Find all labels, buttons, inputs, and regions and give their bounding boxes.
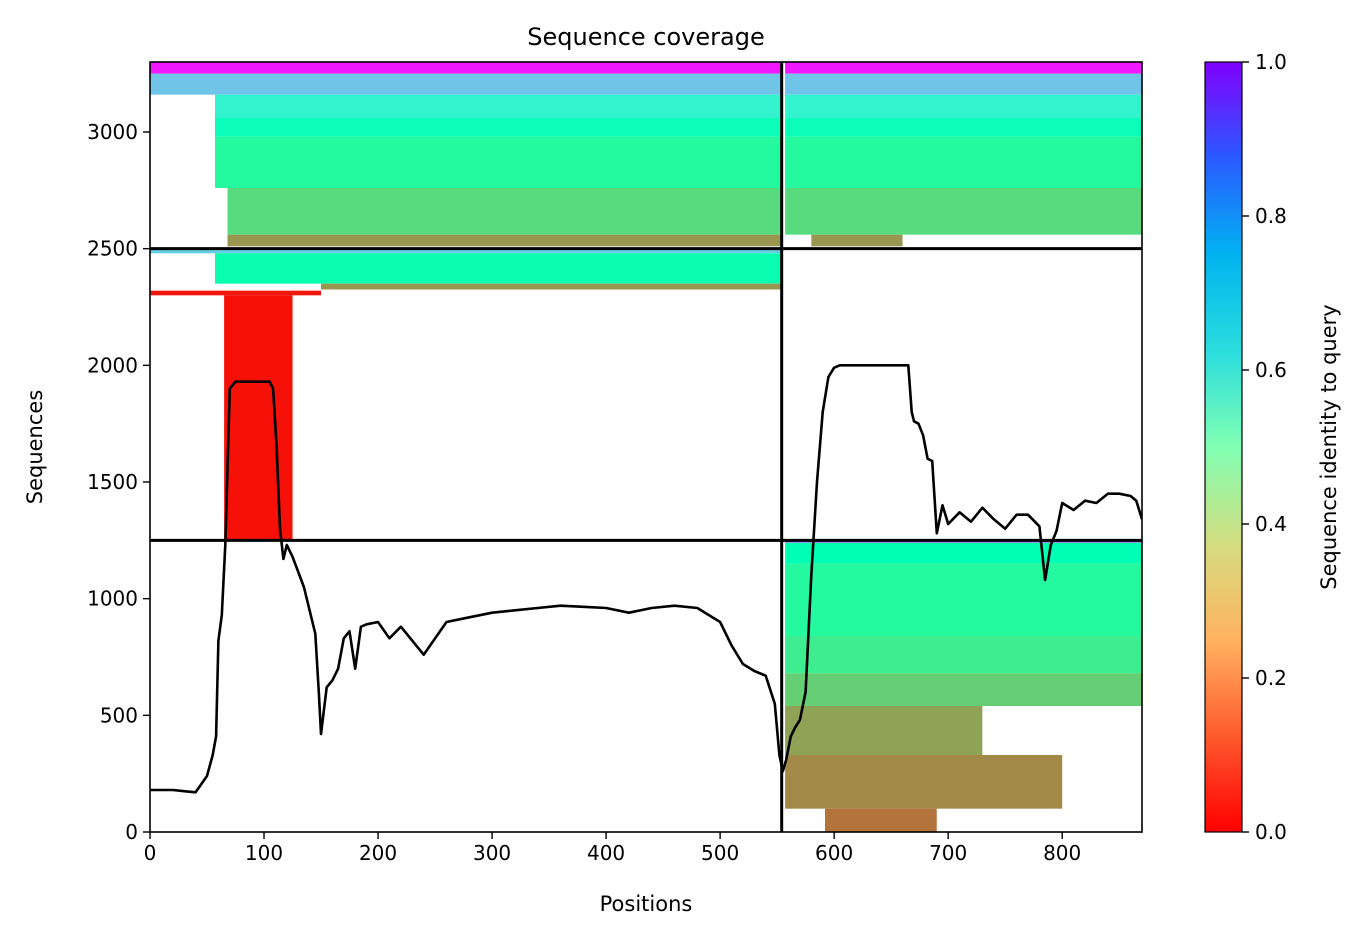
colorbar-tick-label: 0.6	[1255, 358, 1287, 382]
coverage-band	[785, 188, 1142, 235]
x-tick-label: 100	[245, 841, 283, 865]
colorbar-tick-label: 0.8	[1255, 204, 1287, 228]
coverage-band	[785, 563, 1142, 636]
y-axis-ticks: 0 500 1000 1500 2000 2500 3000	[87, 120, 150, 844]
colorbar	[1204, 61, 1243, 833]
x-tick-label: 400	[587, 841, 625, 865]
coverage-band	[150, 62, 782, 74]
chart-title: Sequence coverage	[527, 23, 764, 51]
coverage-band	[150, 290, 322, 296]
coverage-band	[214, 136, 782, 188]
coverage-band	[785, 706, 983, 755]
colorbar-label: Sequence identity to query	[1317, 304, 1341, 589]
y-tick-label: 1500	[87, 470, 138, 494]
coverage-band	[785, 94, 1142, 118]
coverage-band	[214, 253, 782, 284]
coverage-band	[785, 673, 1142, 706]
coverage-line	[150, 363, 1142, 794]
x-tick-label: 600	[815, 841, 853, 865]
y-tick-label: 1000	[87, 587, 138, 611]
x-tick-label: 0	[144, 841, 157, 865]
x-tick-label: 300	[473, 841, 511, 865]
y-tick-label: 2000	[87, 353, 138, 377]
x-tick-label: 800	[1043, 841, 1081, 865]
x-tick-label: 500	[701, 841, 739, 865]
colorbar-ticks: 0.0 0.2 0.4 0.6 0.8 1.0	[1242, 50, 1287, 844]
coverage-band	[825, 808, 937, 832]
y-tick-label: 500	[100, 703, 138, 727]
coverage-band	[785, 755, 1063, 809]
coverage-band	[150, 248, 782, 254]
coverage-band	[321, 283, 782, 290]
y-tick-label: 0	[125, 820, 138, 844]
coverage-band	[785, 542, 1142, 564]
colorbar-tick-label: 0.4	[1255, 512, 1287, 536]
coverage-band	[811, 234, 903, 247]
x-axis-ticks: 0 100 200 300 400 500 600 700 800	[144, 832, 1081, 865]
coverage-band	[214, 94, 782, 118]
coverage-heatmap	[150, 62, 1142, 832]
coverage-band	[150, 73, 782, 95]
colorbar-tick-label: 0.0	[1255, 820, 1287, 844]
coverage-band	[224, 295, 293, 540]
plot-frame	[149, 61, 1143, 833]
coverage-line-group	[150, 363, 1142, 794]
x-tick-label: 200	[359, 841, 397, 865]
colorbar-tick-label: 1.0	[1255, 50, 1287, 74]
coverage-band	[785, 118, 1142, 137]
coverage-band	[227, 234, 782, 247]
y-tick-label: 3000	[87, 120, 138, 144]
colorbar-tick-label: 0.2	[1255, 666, 1287, 690]
chain-break-lines	[150, 62, 1142, 832]
y-axis-label: Sequences	[23, 390, 47, 505]
x-tick-label: 700	[929, 841, 967, 865]
coverage-band	[214, 118, 782, 137]
x-axis-label: Positions	[600, 892, 693, 916]
coverage-band	[785, 73, 1142, 95]
coverage-band	[785, 136, 1142, 188]
y-tick-label: 2500	[87, 237, 138, 261]
coverage-band	[785, 62, 1142, 74]
coverage-band	[227, 188, 782, 235]
coverage-band	[785, 636, 1142, 674]
